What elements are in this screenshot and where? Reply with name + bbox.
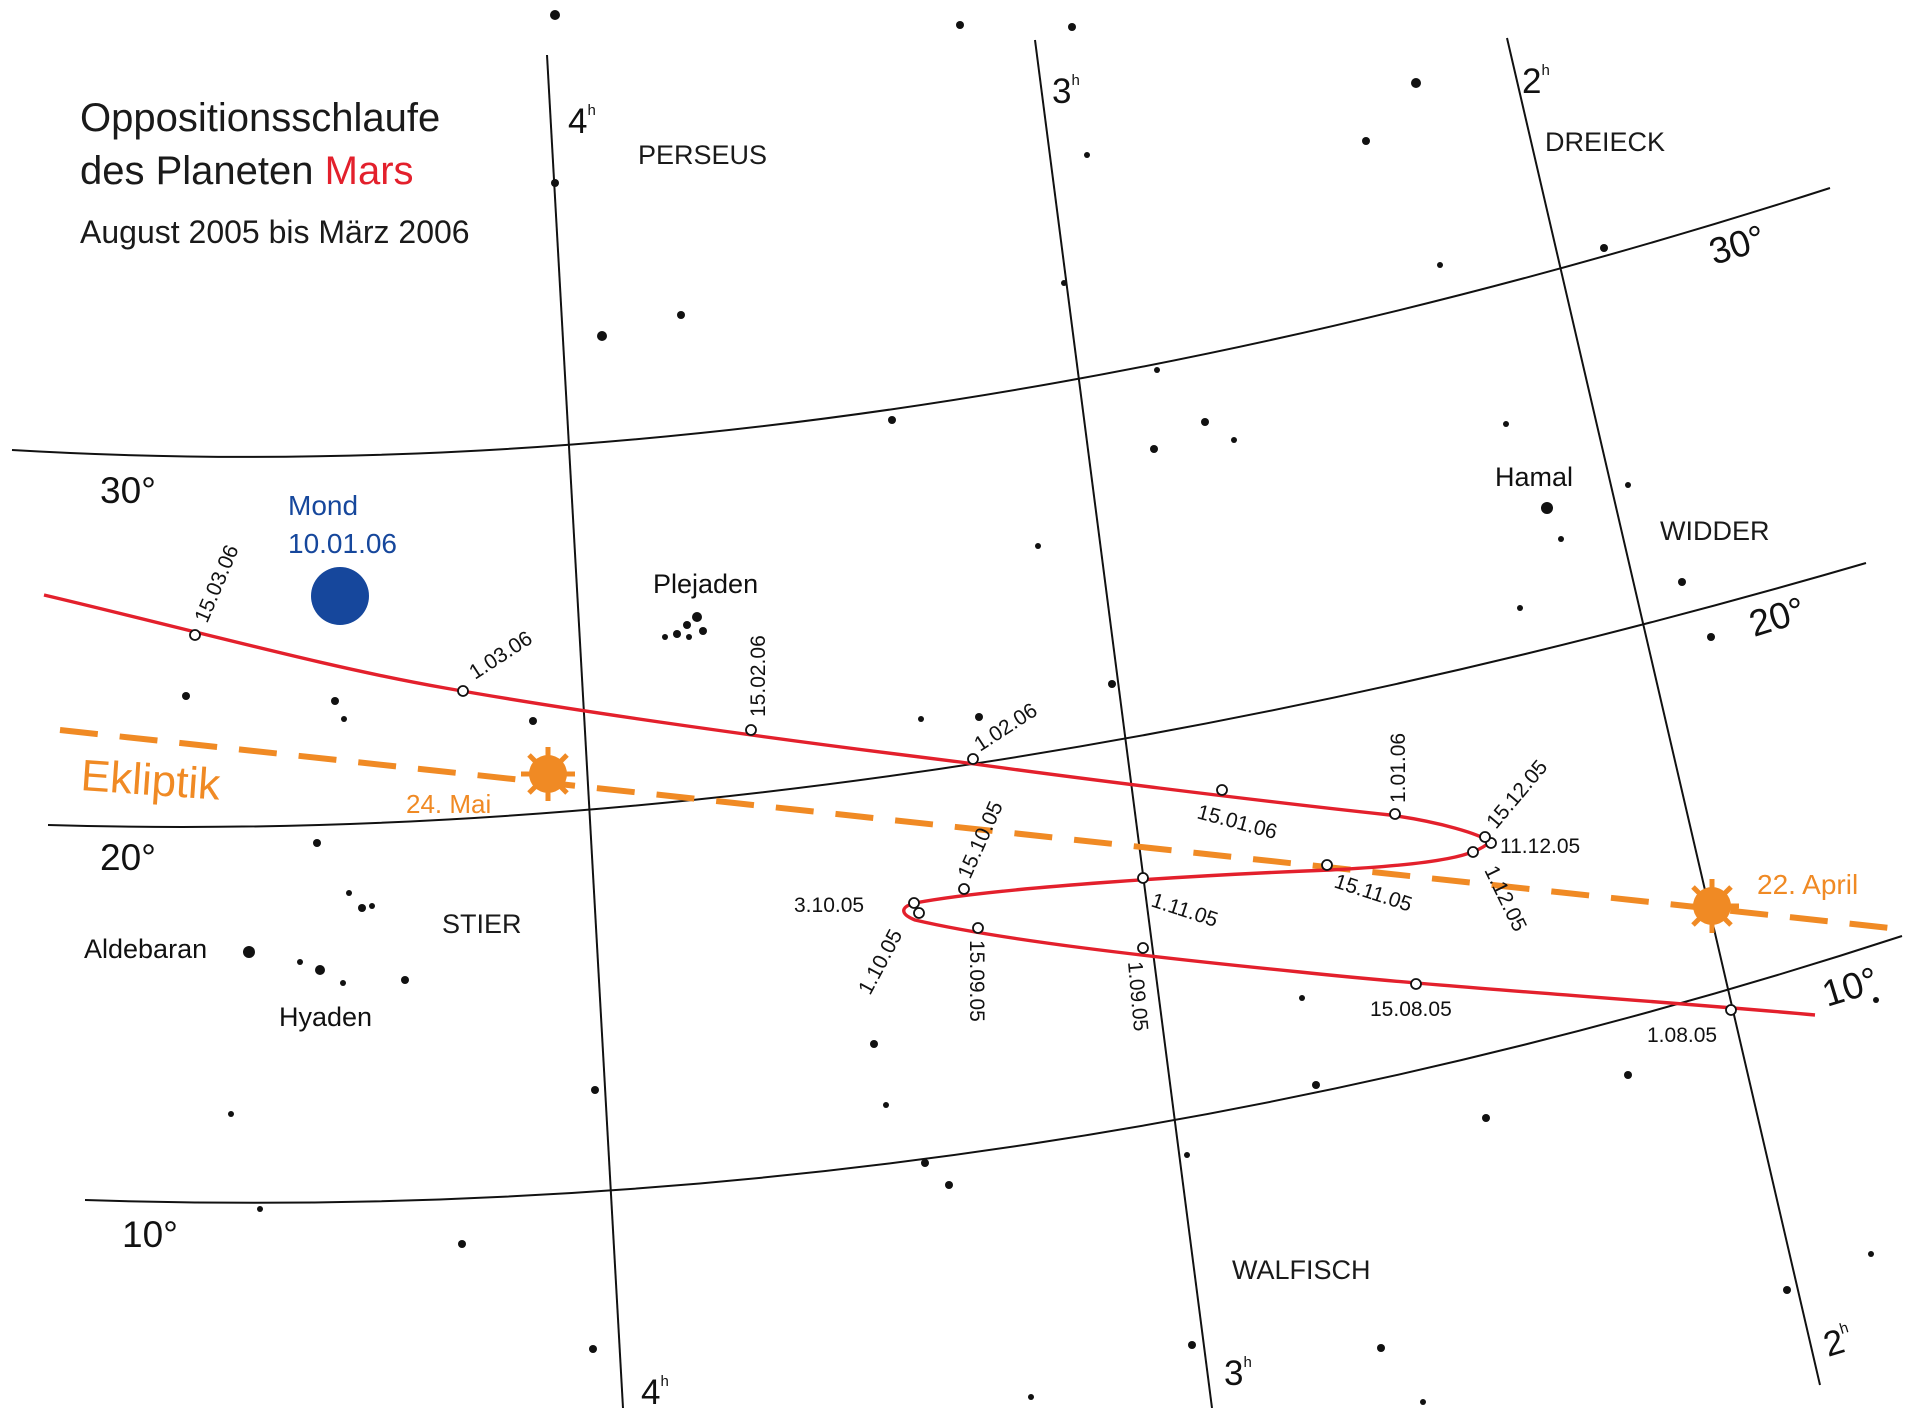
ra-label-4h-bottom: 4h: [641, 1373, 669, 1408]
ra-label-hour-sup: h: [1071, 72, 1079, 89]
aldebaran-star: [243, 946, 255, 958]
mars-date-label: 15.01.06: [1195, 801, 1280, 844]
ra-label-hour-sup: h: [1541, 62, 1549, 79]
ecliptic-label: Ekliptik: [79, 751, 222, 810]
mars-date-label: 15.02.06: [747, 635, 770, 717]
mars-marker-3-10-05: [908, 897, 920, 909]
mars-marker-15-02-06: [745, 724, 757, 736]
ra-label-hour-sup: h: [1243, 1354, 1251, 1371]
subtitle: August 2005 bis März 2006: [80, 214, 470, 250]
mars-date-label: 15.10.05: [954, 798, 1008, 882]
mars-date-label: 1.08.05: [1647, 1024, 1717, 1047]
star-label-plejaden: Plejaden: [653, 569, 758, 599]
mars-date-label: 1.03.06: [465, 627, 536, 684]
declination-label-20-left: 20°: [100, 837, 156, 878]
ecliptic-line: [59, 727, 1891, 931]
declination-label-10-right: 10°: [1817, 959, 1882, 1015]
mars-marker-15-11-05: [1321, 859, 1333, 871]
ra-label-hour-sup: h: [587, 102, 595, 119]
title-line-1: Oppositionsschlaufe: [80, 96, 440, 140]
ra-4h-line: [546, 54, 624, 1408]
mars-marker-15-12-05: [1479, 831, 1491, 843]
ra-label-2h-bottom: 2h: [1819, 1319, 1857, 1364]
declination-20-line: [47, 562, 1867, 828]
mars-date-label: 1.12.05: [1480, 862, 1531, 935]
mars-marker-1-02-06: [967, 753, 979, 765]
constellation-label-walfisch: WALFISCH: [1232, 1255, 1371, 1285]
ra-label-value: 2: [1522, 62, 1541, 101]
ra-label-3h-top: 3h: [1052, 72, 1080, 111]
star-label-hyaden: Hyaden: [279, 1002, 372, 1032]
mars-date-label: 3.10.05: [794, 894, 864, 917]
declination-10-line: [84, 935, 1903, 1204]
mars-date-label: 15.03.06: [190, 542, 243, 626]
title-line-2-prefix: des Planeten: [80, 149, 325, 193]
ra-label-hour-sup: h: [660, 1373, 668, 1390]
ra-label-value: 4: [568, 102, 587, 141]
ra-label-value: 4: [641, 1373, 660, 1408]
declination-30-line: [11, 187, 1831, 458]
plejaden-cluster: [662, 612, 707, 640]
sun-icon: [1685, 879, 1739, 933]
hamal-star: [1541, 502, 1553, 514]
mars-marker-15-09-05: [972, 922, 984, 934]
mars-date-label: 1.10.05: [854, 926, 907, 999]
ra-3h-line: [1034, 39, 1213, 1408]
mars-date-label: 1.09.05: [1123, 960, 1152, 1032]
ra-label-4h-top: 4h: [568, 102, 596, 141]
mars-marker-1-12-05: [1467, 846, 1479, 858]
moon-label: Mond: [288, 490, 358, 521]
ra-label-3h-bottom: 3h: [1224, 1354, 1252, 1393]
mars-marker-15-01-06: [1216, 784, 1228, 796]
mars-date-markers: [189, 629, 1737, 1016]
constellation-label-dreieck: DREIECK: [1545, 127, 1665, 157]
mars-marker-15-08-05: [1410, 978, 1422, 990]
background-stars: [182, 10, 1879, 1405]
mars-date-label: 15.12.05: [1482, 756, 1552, 833]
mars-marker-1-10-05: [913, 907, 925, 919]
sun-right-date-label: 22. April: [1757, 869, 1858, 900]
mars-marker-15-10-05: [958, 883, 970, 895]
title-line-2: des Planeten Mars: [80, 149, 414, 193]
sun-left-date-label: 24. Mai: [406, 789, 491, 819]
ra-label-value: 3: [1224, 1354, 1243, 1393]
mars-marker-1-11-05: [1137, 872, 1149, 884]
mars-date-label: 1.01.06: [1387, 733, 1410, 803]
ra-label-value: 3: [1052, 72, 1071, 111]
mars-marker-1-09-05: [1137, 942, 1149, 954]
ra-2h-line: [1506, 37, 1821, 1386]
declination-label-20-right: 20°: [1744, 589, 1809, 645]
declination-label-10-left: 10°: [122, 1214, 178, 1255]
mars-date-label: 1.11.05: [1148, 889, 1220, 932]
ra-label-2h-top: 2h: [1522, 62, 1550, 101]
mars-marker-1-03-06: [457, 685, 469, 697]
mars-date-label: 15.09.05: [965, 940, 988, 1022]
mars-marker-1-08-05: [1725, 1004, 1737, 1016]
mars-marker-15-03-06: [189, 629, 201, 641]
star-label-hamal: Hamal: [1495, 462, 1573, 492]
declination-label-30-right: 30°: [1704, 217, 1769, 273]
constellation-label-widder: WIDDER: [1660, 516, 1770, 546]
star-label-aldebaran: Aldebaran: [84, 934, 207, 964]
mars-date-label: 11.12.05: [1500, 835, 1580, 858]
moon-disk: [311, 567, 369, 625]
moon-date-label: 10.01.06: [288, 528, 397, 559]
mars-date-label: 1.02.06: [970, 699, 1041, 756]
constellation-label-perseus: PERSEUS: [638, 140, 767, 170]
mars-path: [43, 593, 1816, 1017]
title-planet: Mars: [325, 149, 414, 193]
declination-label-30-left: 30°: [100, 470, 156, 511]
mars-marker-1-01-06: [1389, 808, 1401, 820]
constellation-label-stier: STIER: [442, 909, 522, 939]
mars-date-label: 15.08.05: [1370, 998, 1452, 1021]
sun-icon: [521, 747, 575, 801]
